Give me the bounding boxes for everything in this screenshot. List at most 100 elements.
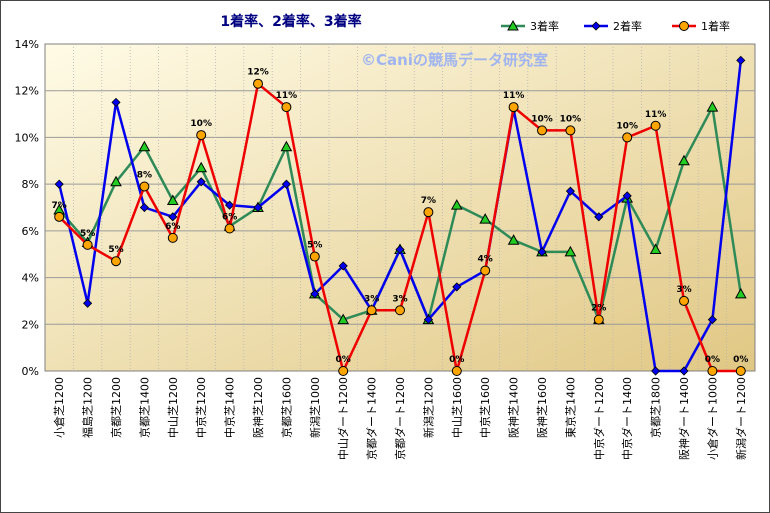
x-category-label: 京都芝1600: [279, 377, 293, 438]
data-point: [395, 244, 405, 255]
data-label: 7%: [52, 201, 67, 211]
x-category-label: 京都芝1400: [137, 377, 151, 438]
x-category-label: 中山芝1600: [451, 377, 464, 438]
x-category-label: 中京ダート1200: [592, 377, 606, 460]
x-category-label: 中京ダート1400: [620, 377, 634, 460]
data-point: [54, 179, 64, 189]
data-point: [253, 78, 263, 89]
data-point: [452, 282, 462, 292]
y-tick-label: 12%: [15, 85, 39, 98]
x-category-label: 京都ダート1200: [393, 377, 407, 460]
data-label: 6%: [222, 213, 237, 223]
data-point: [594, 212, 604, 222]
data-point: [480, 265, 491, 276]
data-label: 11%: [276, 91, 298, 101]
y-tick-label: 8%: [22, 178, 39, 191]
data-point: [280, 140, 293, 152]
data-point: [111, 97, 121, 107]
data-label: 5%: [108, 245, 123, 255]
data-point: [139, 202, 149, 213]
data-point: [649, 243, 662, 255]
data-label: 0%: [733, 355, 748, 365]
x-category-label: 中山芝1200: [167, 377, 180, 438]
data-label: 10%: [560, 114, 582, 124]
data-label: 5%: [307, 241, 322, 251]
data-point: [707, 315, 717, 325]
x-category-label: 福島芝1200: [81, 377, 95, 438]
data-label: 0%: [705, 355, 720, 365]
legend-marker: [679, 21, 689, 31]
data-point: [54, 211, 65, 222]
data-point: [622, 191, 632, 201]
data-point: [593, 314, 604, 325]
y-tick-label: 0%: [22, 365, 39, 378]
data-point: [706, 101, 719, 112]
y-tick-label: 2%: [22, 318, 39, 331]
legend: 3着率 2着率 1着率: [501, 19, 730, 33]
x-category-label: 中山ダート1200: [336, 377, 350, 460]
legend-label: 1着率: [701, 19, 730, 33]
data-label: 8%: [137, 170, 152, 180]
gridlines: [45, 44, 755, 371]
data-point: [678, 154, 690, 166]
x-category-label: 小倉芝1200: [52, 377, 66, 438]
data-label: 10%: [190, 119, 212, 129]
data-point: [196, 177, 206, 187]
data-point: [138, 140, 151, 152]
data-point: [337, 313, 350, 325]
data-point: [734, 287, 747, 299]
data-label: 0%: [336, 355, 351, 365]
x-category-label: 中京芝1600: [478, 377, 492, 438]
legend-marker: [507, 19, 519, 31]
y-tick-label: 4%: [22, 272, 39, 285]
x-category-label: 東京芝1400: [563, 377, 577, 438]
data-label: 5%: [80, 229, 95, 239]
data-point: [423, 207, 434, 218]
data-point: [195, 161, 208, 173]
y-axis-ticks: 0% 2% 4% 6% 8% 10% 12% 14%: [15, 38, 39, 378]
data-point: [338, 261, 348, 271]
data-point: [83, 298, 93, 308]
x-category-label: 中京芝1400: [223, 377, 237, 438]
x-category-label: 阪神芝1200: [251, 377, 265, 438]
data-point: [366, 305, 377, 316]
y-tick-label: 14%: [15, 38, 39, 51]
data-point: [507, 234, 520, 245]
data-point: [139, 181, 150, 192]
legend-label: 2着率: [613, 19, 642, 33]
data-label: 10%: [531, 114, 553, 124]
data-point: [479, 213, 492, 224]
data-label: 7%: [421, 196, 436, 206]
data-point: [564, 245, 577, 257]
y-tick-label: 6%: [22, 225, 39, 238]
legend-label: 3着率: [530, 19, 559, 33]
data-point: [281, 179, 291, 189]
data-point: [650, 120, 661, 131]
data-point: [111, 256, 121, 267]
x-category-label: 新潟芝1000: [308, 377, 322, 438]
data-label: 3%: [392, 294, 407, 304]
x-category-label: 中京芝1200: [194, 377, 208, 438]
plot-area: [44, 43, 756, 372]
data-point: [622, 132, 633, 143]
data-point: [167, 232, 178, 243]
data-label: 2%: [591, 304, 606, 314]
data-point: [537, 247, 547, 257]
data-label: 11%: [503, 91, 525, 101]
data-point: [707, 366, 718, 376]
data-point: [651, 366, 661, 376]
data-point: [310, 289, 320, 299]
data-label: 4%: [478, 255, 493, 265]
data-point: [166, 194, 179, 205]
x-category-label: 阪神芝1600: [535, 377, 549, 438]
data-point: [736, 55, 746, 65]
data-point: [451, 366, 462, 376]
data-label: 6%: [165, 222, 180, 232]
data-point: [395, 305, 405, 316]
data-point: [679, 366, 689, 376]
data-point: [281, 102, 292, 113]
data-point: [224, 223, 235, 234]
watermark: ©Caniの競馬データ研究室: [361, 51, 548, 69]
x-category-label: 小倉ダート1000: [705, 377, 719, 460]
chart-title: 1着率、2着率、3着率: [220, 13, 361, 30]
